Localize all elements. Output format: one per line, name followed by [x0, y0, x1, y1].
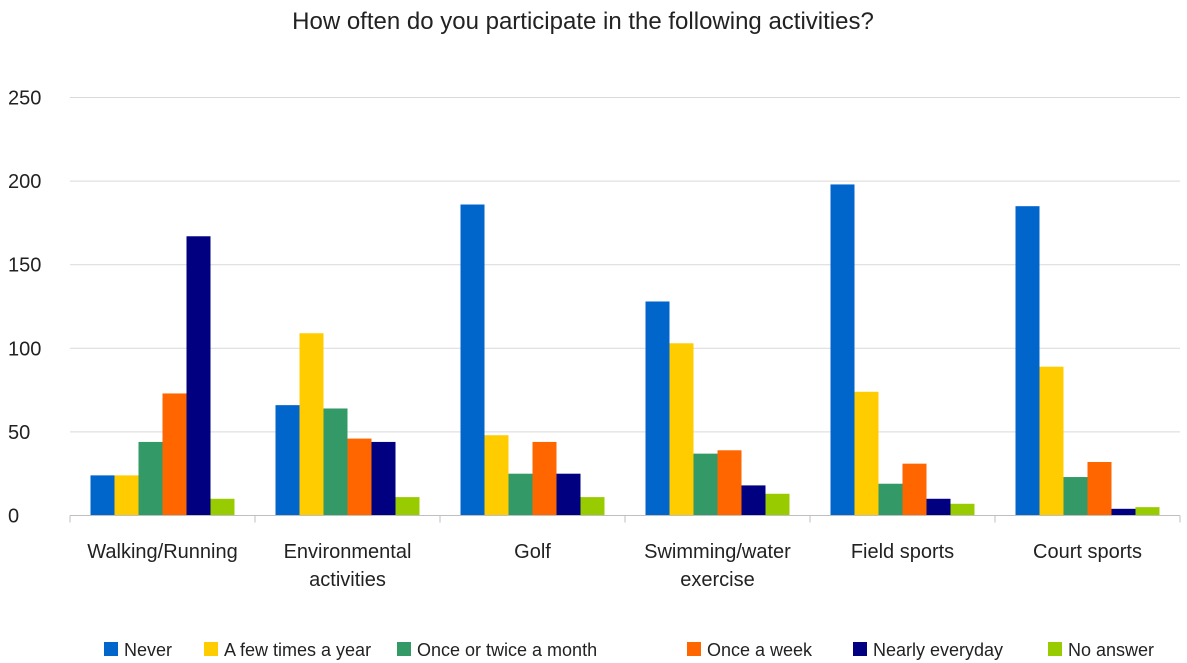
bar	[580, 497, 605, 516]
bar	[1135, 507, 1160, 516]
bar	[556, 473, 581, 516]
bar	[275, 405, 300, 516]
bar	[1063, 477, 1088, 516]
bar	[1087, 461, 1112, 516]
bar	[669, 343, 694, 516]
bar	[532, 441, 557, 516]
bar	[347, 438, 372, 516]
legend-item: Never	[104, 640, 172, 660]
legend-item: Once or twice a month	[397, 640, 597, 660]
legend-swatch	[104, 642, 118, 656]
x-category-label: Court sports	[1033, 541, 1142, 563]
legend: Never A few times a year Once or twice a m…	[104, 640, 1154, 660]
bar	[371, 441, 396, 516]
bar	[90, 475, 115, 516]
legend-swatch	[687, 642, 701, 656]
bar	[902, 463, 927, 516]
gridlines	[70, 97, 1180, 433]
bar	[1039, 366, 1064, 516]
bar	[741, 485, 766, 516]
bar	[717, 450, 742, 516]
y-tick-label: 250	[8, 88, 41, 110]
legend-item: Once a week	[687, 640, 813, 660]
bar	[186, 236, 211, 516]
legend-label: Once or twice a month	[417, 640, 597, 660]
bar	[830, 184, 855, 516]
legend-item: No answer	[1048, 640, 1154, 660]
y-tick-label: 0	[8, 506, 19, 528]
legend-item: A few times a year	[204, 640, 371, 660]
bar	[878, 483, 903, 516]
y-axis-ticks: 0 50 100 150 200 250	[8, 88, 41, 528]
legend-swatch	[397, 642, 411, 656]
bar	[138, 441, 163, 516]
x-axis: Walking/Running Environmental activities Go…	[69, 515, 1181, 591]
bar	[854, 391, 879, 516]
legend-label: Never	[124, 640, 172, 660]
bar	[765, 493, 790, 516]
legend-item: Nearly everyday	[853, 640, 1003, 660]
bar	[645, 301, 670, 516]
y-tick-label: 50	[8, 422, 30, 444]
bar	[926, 498, 951, 516]
x-category-label: Field sports	[851, 541, 954, 563]
bar	[323, 408, 348, 516]
legend-swatch	[1048, 642, 1062, 656]
legend-label: Nearly everyday	[873, 640, 1003, 660]
bar	[460, 204, 485, 516]
bar	[484, 435, 509, 516]
bar	[693, 453, 718, 516]
y-tick-label: 100	[8, 338, 41, 360]
legend-label: A few times a year	[224, 640, 371, 660]
x-category-label: exercise	[680, 569, 754, 591]
y-tick-label: 200	[8, 171, 41, 193]
y-tick-label: 150	[8, 255, 41, 277]
x-category-label: Golf	[514, 541, 551, 563]
bar	[299, 333, 324, 516]
bars	[90, 184, 1160, 516]
legend-swatch	[204, 642, 218, 656]
legend-label: Once a week	[707, 640, 813, 660]
bar	[1015, 206, 1040, 516]
bar	[508, 473, 533, 516]
bar	[114, 475, 139, 516]
bar	[210, 498, 235, 516]
chart-title: How often do you participate in the foll…	[292, 8, 874, 35]
x-category-label: activities	[309, 569, 386, 591]
x-category-label: Walking/Running	[87, 541, 237, 563]
bar	[1111, 508, 1136, 516]
legend-label: No answer	[1068, 640, 1154, 660]
bar	[950, 503, 975, 516]
bar	[395, 497, 420, 516]
legend-swatch	[853, 642, 867, 656]
x-category-label: Environmental	[284, 541, 412, 563]
bar	[162, 393, 187, 516]
x-category-label: Swimming/water	[644, 541, 791, 563]
